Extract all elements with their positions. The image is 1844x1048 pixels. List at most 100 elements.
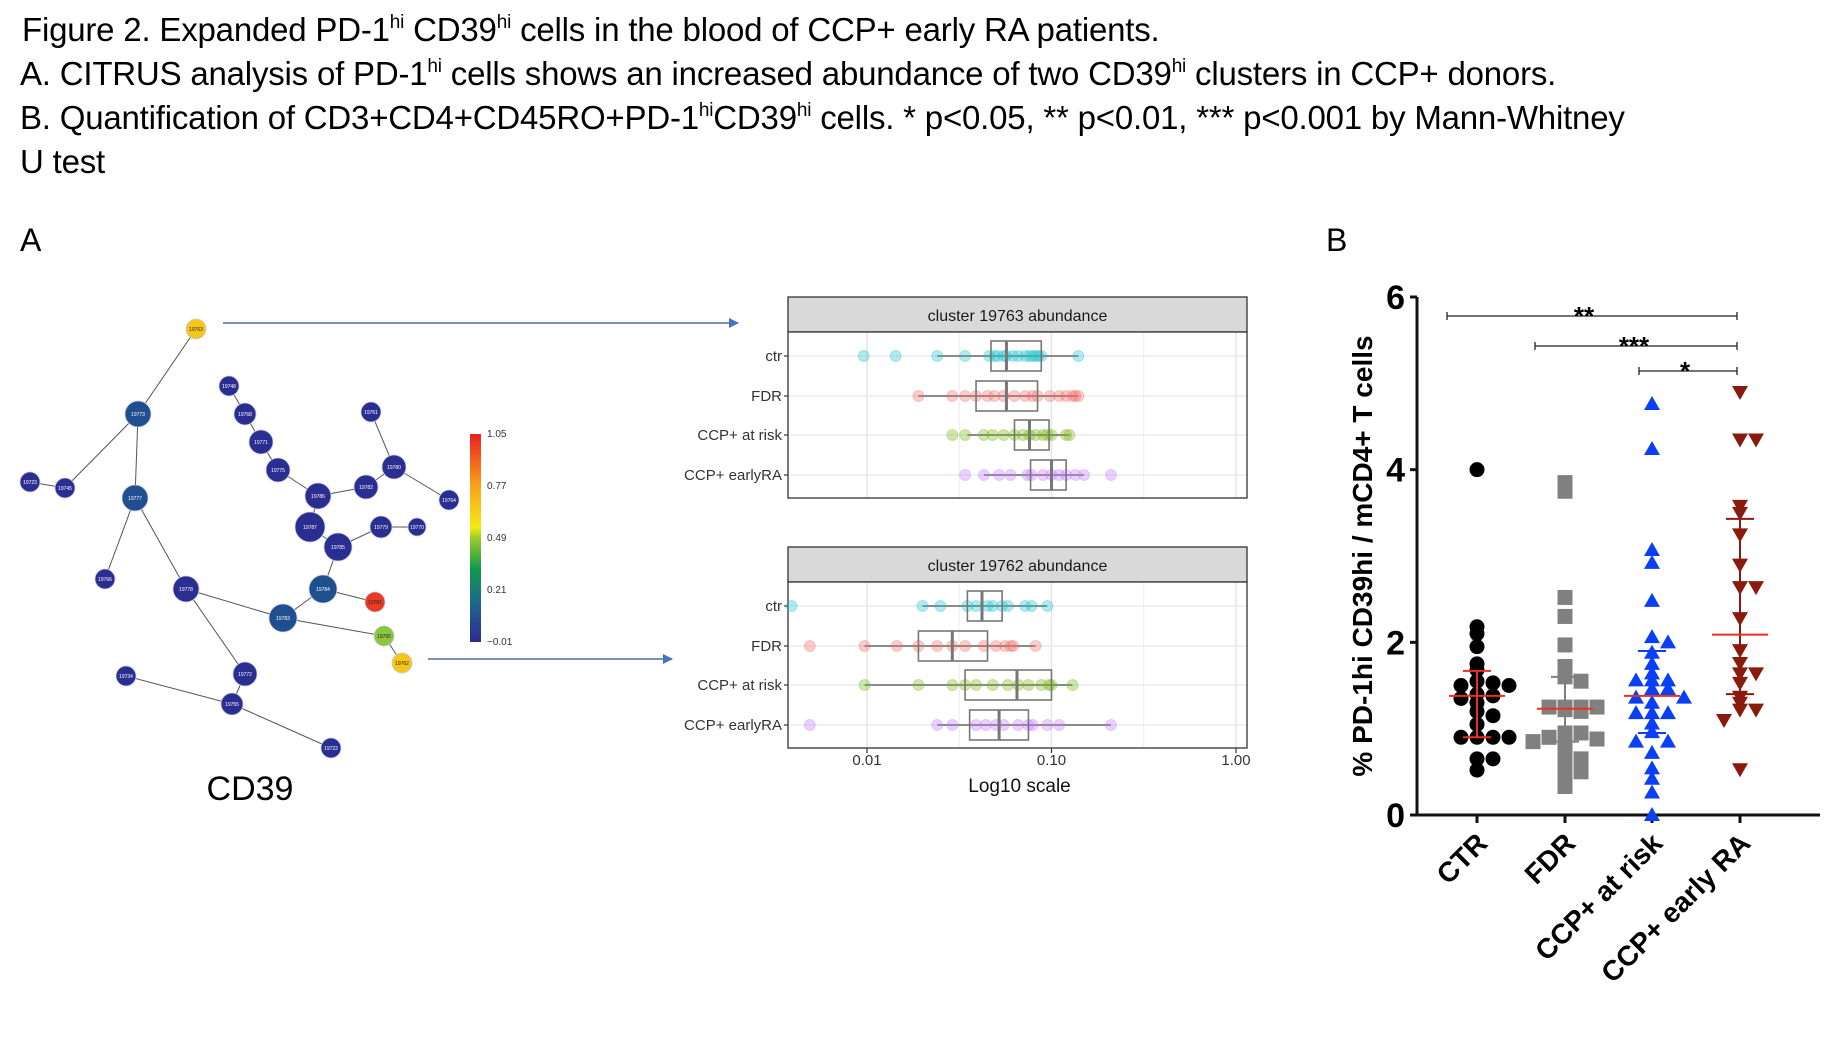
network-node-circle: [233, 402, 257, 426]
x-axis-title: Log10 scale: [968, 776, 1070, 797]
facet-header: [787, 546, 1248, 583]
network-node-circle: [268, 603, 298, 633]
data-point: [1060, 390, 1073, 402]
data-point: [959, 350, 972, 362]
network-node-circle: [391, 652, 413, 674]
network-node: 19787: [294, 511, 326, 543]
facet-header: [787, 296, 1248, 333]
data-point: [1041, 719, 1054, 731]
data-point: [1628, 733, 1644, 748]
network-node-circle: [373, 625, 395, 647]
box-series: [857, 340, 1085, 372]
category-label: CCP+ earlyRA: [684, 467, 782, 484]
network-node: 19773: [124, 400, 152, 428]
caption-line-4: U test: [20, 143, 105, 180]
network-node: 19734: [115, 665, 137, 687]
network-node-label: 19755: [225, 702, 239, 708]
data-point: [1023, 350, 1036, 362]
box-series: [912, 380, 1085, 412]
data-point: [970, 719, 983, 731]
data-point: [1732, 763, 1748, 778]
data-point: [970, 679, 983, 691]
network-node-label: 19734: [119, 674, 133, 680]
network-node-label: 19773: [131, 412, 145, 418]
data-point: [1072, 350, 1085, 362]
network-node: 19782: [353, 474, 379, 500]
data-point: [1732, 506, 1748, 521]
x-tick-label: FDR: [1519, 827, 1582, 890]
category-label: FDR: [751, 388, 782, 405]
data-point: [916, 600, 929, 612]
caption-line-1: Figure 2. Expanded PD-1hi CD39hi cells i…: [22, 11, 1160, 48]
network-node: 19768: [233, 402, 257, 426]
data-point: [946, 429, 959, 441]
box: [964, 669, 1053, 701]
data-point: [1026, 719, 1039, 731]
data-point: [1469, 639, 1485, 655]
data-point: [1644, 770, 1660, 785]
data-point: [1573, 764, 1589, 780]
box-series: [858, 669, 1079, 701]
data-point: [1104, 469, 1117, 481]
data-point: [1004, 640, 1017, 652]
data-point: [1053, 390, 1066, 402]
network-nodes: 19763 19773 19723 19745 19777 19766 19778 19734…: [19, 318, 460, 759]
data-point: [1644, 784, 1660, 799]
box: [966, 590, 1003, 622]
data-point: [1541, 699, 1557, 715]
colorbar: 1.05 0.77 0.49 0.21 −0.01: [470, 429, 513, 648]
data-point: [1025, 600, 1038, 612]
data-point: [1557, 637, 1573, 653]
category-label: CCP+ at risk: [697, 677, 782, 694]
data-point: [946, 390, 959, 402]
network-node-circle: [320, 737, 342, 759]
data-point: [1628, 672, 1644, 687]
box: [990, 340, 1043, 372]
colorbar-tick-label: −0.01: [487, 637, 513, 648]
data-point: [931, 719, 944, 731]
network-node-label: 19771: [254, 440, 268, 446]
network-node-label: 19775: [271, 468, 285, 474]
network-node-circle: [124, 400, 152, 428]
network-node-label: 19761: [364, 410, 378, 416]
network-node-circle: [294, 511, 326, 543]
network-node-circle: [19, 471, 41, 493]
data-point: [1573, 703, 1589, 719]
network-node-label: 19778: [179, 587, 193, 593]
network-edge: [282, 617, 385, 637]
data-point: [785, 600, 798, 612]
box-series: [946, 419, 1076, 451]
data-point: [1660, 634, 1676, 649]
data-point: [1748, 703, 1764, 718]
data-point: [1453, 690, 1469, 706]
category-label: CCP+ at risk: [697, 427, 782, 444]
scatter-series: [1712, 385, 1768, 778]
data-point: [1589, 699, 1605, 715]
data-point: [931, 640, 944, 652]
panel-label-a: A: [20, 222, 42, 258]
network-edge: [185, 588, 246, 675]
network-node-label: 19722: [324, 746, 338, 752]
network-node: 19722: [320, 737, 342, 759]
network-node-label: 19782: [359, 485, 373, 491]
data-point: [1557, 589, 1573, 605]
data-point: [1501, 729, 1517, 745]
network-node-circle: [185, 318, 207, 340]
network-node: 19772: [232, 661, 258, 687]
network-edge: [137, 328, 197, 415]
network-node: 19764: [438, 489, 460, 511]
scatter-series: [1525, 475, 1605, 795]
data-point: [1676, 689, 1692, 704]
data-point: [991, 350, 1004, 362]
data-point: [1557, 483, 1573, 499]
data-point: [889, 350, 902, 362]
data-point: [1485, 675, 1501, 691]
box-series: [785, 590, 1054, 622]
box-series: [803, 709, 1117, 741]
network-node-label: 19787: [303, 525, 317, 531]
network-node-circle: [54, 477, 76, 499]
network-node-circle: [438, 489, 460, 511]
data-point: [1644, 541, 1660, 556]
data-point: [1045, 429, 1058, 441]
network-node-circle: [121, 484, 149, 512]
